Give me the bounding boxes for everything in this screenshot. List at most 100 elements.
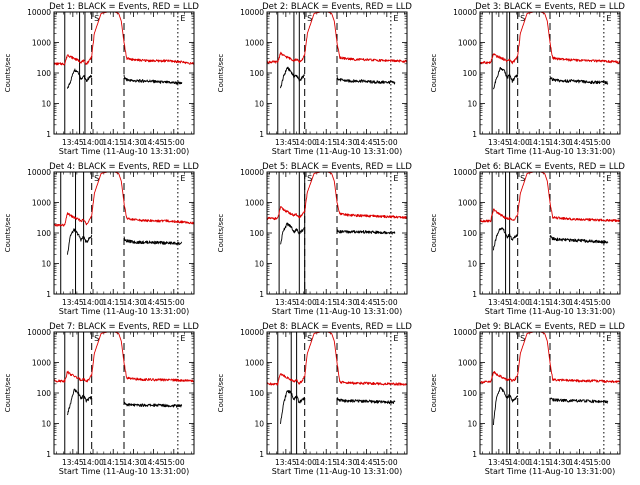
x-tick-label: 13:45 — [275, 458, 297, 467]
end-marker-label: E — [180, 334, 185, 343]
plot-frame — [479, 11, 621, 135]
y-tick-label: 10 — [41, 100, 51, 109]
y-tick-label: 10 — [467, 100, 477, 109]
x-tick-label: 14:15 — [528, 138, 550, 147]
x-tick-label: 14:30 — [123, 298, 145, 307]
y-tick-label: 10000 — [27, 8, 51, 17]
y-tick-label: 1 — [46, 450, 51, 459]
y-axis-label: Counts/sec — [4, 374, 12, 413]
y-tick-label: 10000 — [453, 168, 477, 177]
x-axis-label: Start Time (11-Aug-10 13:31:00) — [272, 147, 403, 156]
x-tick-label: 14:30 — [549, 458, 571, 467]
start-marker-label: S — [94, 14, 99, 23]
end-marker-label: E — [393, 334, 398, 343]
end-marker-label: E — [180, 174, 185, 183]
y-axis-label: Counts/sec — [430, 214, 438, 253]
detector-panel-8: Det 8: BLACK = Events, RED = LLD Counts/s… — [217, 322, 412, 476]
x-tick-label: 14:15 — [315, 458, 337, 467]
y-tick-label: 1 — [472, 290, 477, 299]
end-marker-label: E — [393, 14, 398, 23]
y-tick-label: 1000 — [245, 359, 264, 368]
y-tick-label: 1 — [259, 130, 264, 139]
y-tick-label: 1 — [259, 290, 264, 299]
x-axis-label: Start Time (11-Aug-10 13:31:00) — [59, 147, 190, 156]
x-tick-label: 14:30 — [336, 458, 358, 467]
x-tick-label: 14:15 — [315, 138, 337, 147]
x-tick-label: 13:45 — [488, 138, 510, 147]
start-marker-label: S — [307, 334, 312, 343]
x-tick-label: 14:15 — [315, 298, 337, 307]
end-marker-label: E — [606, 334, 611, 343]
end-marker-label: E — [180, 14, 185, 23]
y-tick-label: 100 — [463, 229, 478, 238]
lld-series-line — [53, 331, 195, 383]
x-tick-label: 14:15 — [102, 138, 124, 147]
y-tick-label: 1 — [46, 290, 51, 299]
x-tick-label: 13:45 — [62, 298, 84, 307]
events-series-line — [67, 388, 183, 416]
events-series-line — [493, 227, 609, 251]
y-tick-label: 1000 — [458, 359, 477, 368]
plot-frame — [266, 11, 408, 135]
end-marker-label: E — [606, 174, 611, 183]
y-tick-label: 1 — [46, 130, 51, 139]
lld-series-line — [266, 11, 408, 64]
detector-panel-5: Det 5: BLACK = Events, RED = LLD Counts/s… — [217, 162, 412, 316]
y-tick-label: 100 — [37, 229, 52, 238]
y-tick-label: 1 — [472, 450, 477, 459]
x-tick-label: 14:30 — [549, 298, 571, 307]
lld-series-line — [53, 11, 195, 66]
x-tick-label: 14:00 — [295, 458, 317, 467]
y-tick-label: 1 — [259, 450, 264, 459]
y-tick-label: 10000 — [240, 328, 264, 337]
y-tick-label: 10000 — [27, 328, 51, 337]
x-tick-label: 15:00 — [163, 458, 185, 467]
y-tick-label: 10000 — [27, 168, 51, 177]
y-tick-label: 10 — [41, 260, 51, 269]
x-tick-label: 15:00 — [376, 138, 398, 147]
y-tick-label: 1000 — [458, 199, 477, 208]
x-tick-label: 14:15 — [102, 458, 124, 467]
start-marker-label: S — [307, 174, 312, 183]
lld-series-line — [479, 11, 621, 65]
x-tick-label: 14:45 — [569, 458, 591, 467]
x-tick-label: 13:45 — [275, 298, 297, 307]
x-tick-label: 14:45 — [569, 298, 591, 307]
events-series-line — [67, 228, 183, 255]
plot-frame — [53, 171, 195, 295]
x-tick-label: 15:00 — [163, 298, 185, 307]
start-marker-label: S — [520, 334, 525, 343]
panel-title: Det 2: BLACK = Events, RED = LLD — [262, 2, 412, 12]
y-tick-label: 1 — [472, 130, 477, 139]
y-axis-label: Counts/sec — [430, 374, 438, 413]
start-marker-label: S — [520, 14, 525, 23]
y-axis-label: Counts/sec — [217, 374, 225, 413]
x-tick-label: 14:00 — [508, 298, 530, 307]
x-tick-label: 14:15 — [528, 298, 550, 307]
y-axis-label: Counts/sec — [4, 54, 12, 93]
lld-series-line — [266, 171, 408, 221]
y-tick-label: 10000 — [240, 8, 264, 17]
y-axis-label: Counts/sec — [4, 214, 12, 253]
y-tick-label: 10000 — [453, 328, 477, 337]
y-tick-label: 10 — [467, 260, 477, 269]
plot-frame — [266, 171, 408, 295]
x-tick-label: 14:45 — [143, 138, 165, 147]
end-marker-label: E — [606, 14, 611, 23]
x-tick-label: 14:00 — [295, 138, 317, 147]
x-tick-label: 15:00 — [163, 138, 185, 147]
detector-panel-9: Det 9: BLACK = Events, RED = LLD Counts/s… — [430, 322, 625, 476]
x-tick-label: 15:00 — [589, 138, 611, 147]
x-tick-label: 14:15 — [102, 298, 124, 307]
lld-series-line — [53, 171, 195, 227]
x-tick-label: 14:30 — [123, 458, 145, 467]
start-marker-label: S — [94, 334, 99, 343]
detector-panel-7: Det 7: BLACK = Events, RED = LLD Counts/s… — [4, 322, 199, 476]
start-marker-label: S — [520, 174, 525, 183]
x-tick-label: 14:00 — [82, 298, 104, 307]
detector-panel-2: Det 2: BLACK = Events, RED = LLD Counts/s… — [217, 2, 412, 156]
x-tick-label: 14:00 — [295, 298, 317, 307]
y-tick-label: 1000 — [458, 39, 477, 48]
x-tick-label: 14:30 — [549, 138, 571, 147]
